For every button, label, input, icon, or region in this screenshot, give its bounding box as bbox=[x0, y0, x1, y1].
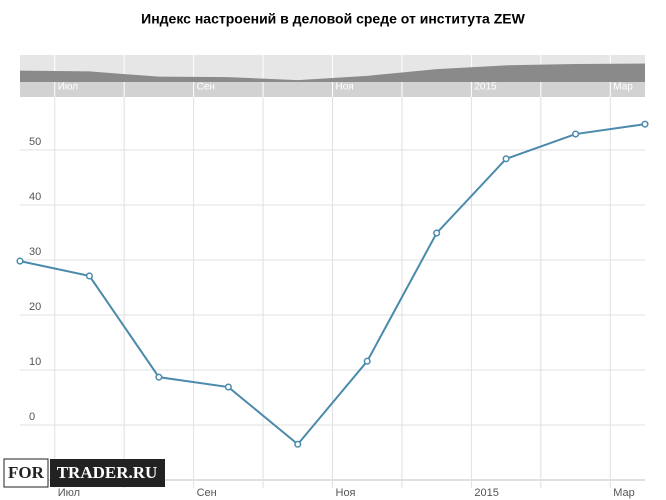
y-tick-label: 20 bbox=[29, 301, 41, 313]
watermark: FOR TRADER.RU bbox=[3, 458, 165, 488]
x-tick-label: Сен bbox=[197, 487, 217, 499]
watermark-text: TRADER.RU bbox=[57, 463, 158, 482]
y-tick-label: 0 bbox=[29, 411, 35, 423]
x-tick-label: Мар bbox=[613, 487, 635, 499]
nav-label: Ноя bbox=[336, 82, 354, 93]
nav-label: Сен bbox=[197, 82, 215, 93]
watermark-box bbox=[50, 459, 165, 487]
nav-label: Июл bbox=[58, 82, 78, 93]
point bbox=[85, 272, 93, 280]
chart-title: Индекс настроений в деловой среде от инс… bbox=[141, 11, 525, 27]
y-tick-label: 30 bbox=[29, 246, 41, 258]
point bbox=[363, 357, 371, 365]
point bbox=[433, 229, 441, 237]
y-tick-label: 40 bbox=[29, 191, 41, 203]
navigator-area bbox=[20, 63, 645, 82]
point bbox=[572, 130, 580, 138]
point bbox=[224, 383, 232, 391]
point bbox=[294, 440, 302, 448]
watermark-text: FOR bbox=[8, 463, 45, 482]
y-tick-label: 10 bbox=[29, 356, 41, 368]
point bbox=[155, 373, 163, 381]
point bbox=[16, 257, 24, 265]
watermark-box bbox=[3, 458, 49, 488]
x-tick-label: Июл bbox=[58, 487, 80, 499]
point bbox=[502, 155, 510, 163]
nav-label: 2015 bbox=[474, 82, 497, 93]
nav-label: Мар bbox=[613, 82, 633, 93]
x-tick-label: Ноя bbox=[336, 487, 356, 499]
y-tick-label: 50 bbox=[29, 136, 41, 148]
x-tick-label: 2015 bbox=[474, 487, 498, 499]
point bbox=[641, 120, 649, 128]
line bbox=[19, 123, 646, 446]
